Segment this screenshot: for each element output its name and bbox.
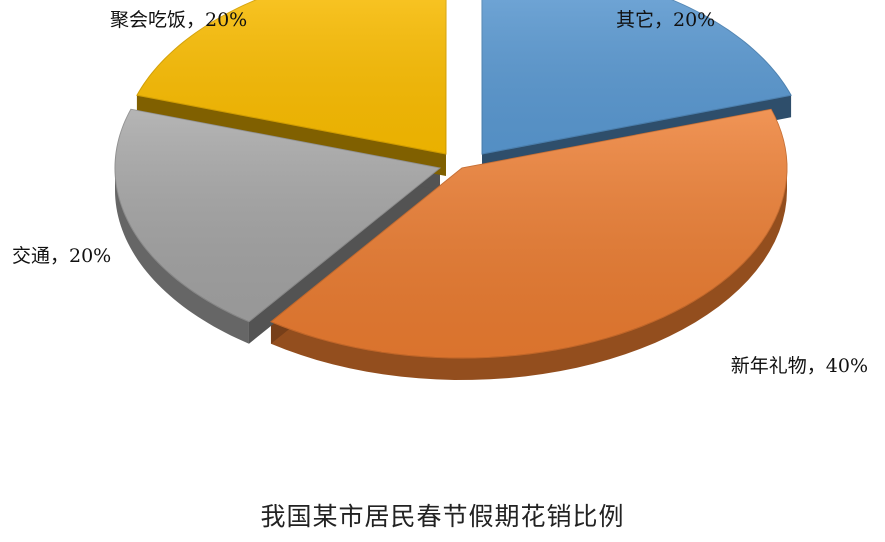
slice-label: 其它，20% <box>616 9 715 31</box>
pie-labels: 其它，20% 新年礼物，40% 交通，20% 聚会吃饭，20% <box>12 9 868 377</box>
pie-slice-sheen <box>136 0 446 154</box>
chart-title: 我国某市居民春节假期花销比例 <box>260 502 625 531</box>
pie-slice-sheen <box>115 109 440 322</box>
slice-label: 聚会吃饭，20% <box>110 9 247 31</box>
pie-slice-side <box>270 168 788 380</box>
pie-slices <box>114 0 792 380</box>
pie-slice-side <box>115 168 249 344</box>
slice-label: 新年礼物，40% <box>731 355 868 377</box>
pie-slice-sheen <box>270 109 787 358</box>
slice-label: 交通，20% <box>12 245 111 267</box>
pie-slice-sheen <box>482 0 792 154</box>
pie-slice-edge <box>248 168 440 344</box>
